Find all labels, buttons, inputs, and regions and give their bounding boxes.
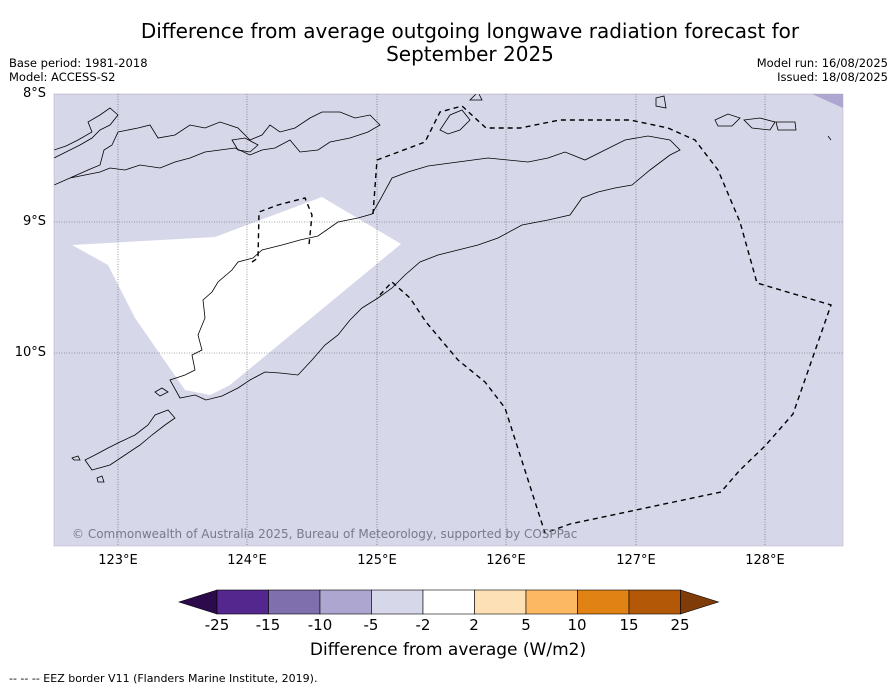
cbar-tick: 10 <box>567 616 587 634</box>
title-line-2: September 2025 <box>386 42 554 66</box>
lat-label-8s: 8°S <box>22 86 46 101</box>
cbar-swatch <box>525 589 578 615</box>
meta-left: Base period: 1981-2018 Model: ACCESS-S2 <box>9 56 148 84</box>
cbar-tick: -10 <box>307 616 333 634</box>
cbar-swatch <box>628 589 681 615</box>
cbar-swatch <box>371 589 424 615</box>
near-normal-region <box>72 197 401 395</box>
cbar-tick: 15 <box>619 616 639 634</box>
base-period: Base period: 1981-2018 <box>9 56 148 70</box>
lon-label-125e: 125°E <box>357 553 397 568</box>
cbar-tick: -25 <box>204 616 230 634</box>
lon-label-126e: 126°E <box>486 553 526 568</box>
cbar-swatch <box>268 589 321 615</box>
meta-right: Model run: 16/08/2025 Issued: 18/08/2025 <box>757 56 888 84</box>
cbar-tick: 2 <box>469 616 479 634</box>
lon-label-123e: 123°E <box>98 553 138 568</box>
chart-title: Difference from average outgoing longwav… <box>0 20 896 66</box>
cbar-swatch <box>474 589 527 615</box>
cbar-tick: -5 <box>363 616 379 634</box>
cbar-swatch <box>422 589 475 615</box>
cbar-swatch <box>319 589 372 615</box>
cbar-extend-low <box>178 589 218 615</box>
lon-label-124e: 124°E <box>227 553 267 568</box>
below-average-patch <box>812 94 843 108</box>
cbar-tick: 5 <box>521 616 531 634</box>
cbar-extend-high <box>680 589 720 615</box>
model-name: Model: ACCESS-S2 <box>9 70 116 84</box>
lat-label-9s: 9°S <box>22 214 46 229</box>
lon-label-128e: 128°E <box>745 553 785 568</box>
coastlines <box>54 94 832 483</box>
cbar-swatch <box>216 589 269 615</box>
model-run: Model run: 16/08/2025 <box>756 56 888 70</box>
eez-border <box>251 105 832 534</box>
lon-label-127e: 127°E <box>616 553 656 568</box>
colorbar <box>178 589 720 615</box>
lat-label-10s: 10°S <box>14 345 46 360</box>
colorbar-label: Difference from average (W/m2) <box>309 640 587 660</box>
cbar-tick: 25 <box>670 616 690 634</box>
footnote: -- -- -- EEZ border V11 (Flanders Marine… <box>9 672 318 685</box>
copyright-notice: © Commonwealth of Australia 2025, Bureau… <box>72 527 577 541</box>
title-line-1: Difference from average outgoing longwav… <box>140 19 800 43</box>
issued-date: Issued: 18/08/2025 <box>777 70 888 84</box>
cbar-tick: -15 <box>255 616 281 634</box>
cbar-tick: -2 <box>415 616 431 634</box>
map-frame <box>53 93 844 547</box>
cbar-swatch <box>577 589 630 615</box>
